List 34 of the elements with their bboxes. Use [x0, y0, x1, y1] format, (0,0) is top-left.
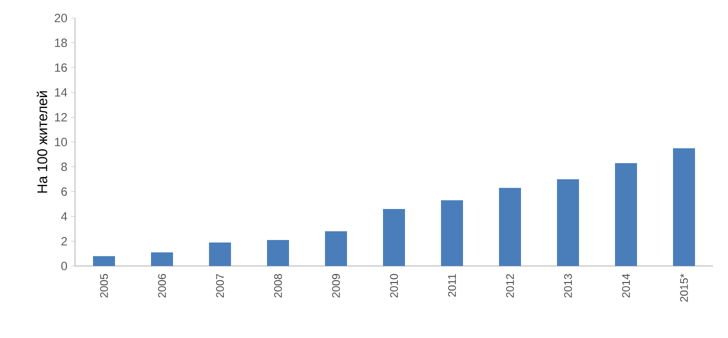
bar	[557, 179, 579, 266]
x-tick-label: 2007	[216, 274, 224, 298]
x-tick-label: 2008	[274, 274, 282, 298]
x-tick-label: 2011	[448, 274, 456, 297]
bar	[673, 148, 696, 266]
y-tick-label: 20	[54, 14, 68, 22]
x-tick-label: 2005	[100, 274, 108, 298]
y-tick-label: 10	[55, 138, 68, 146]
y-tick-label: 8	[61, 162, 67, 172]
y-axis-title: На 100 жителей	[36, 91, 48, 193]
bar	[441, 200, 463, 266]
y-tick-label: 6	[61, 187, 67, 196]
bar	[499, 188, 522, 266]
x-tick-label: 2006	[158, 274, 166, 298]
x-tick-label: 2009	[332, 274, 340, 298]
x-tick-label: 2010	[390, 274, 398, 298]
bar	[93, 256, 115, 266]
y-tick-label: 2	[61, 237, 67, 246]
bar	[615, 163, 638, 266]
y-tick-label: 12	[55, 113, 67, 122]
y-tick-label: 16	[55, 63, 67, 72]
bar	[325, 231, 348, 266]
bar	[151, 252, 174, 266]
bar	[383, 208, 405, 266]
y-tick-label: 14	[55, 88, 68, 97]
y-tick-label: 4	[61, 212, 68, 221]
x-tick-label: 2014	[622, 274, 630, 298]
y-tick-label: 0	[61, 262, 68, 270]
bar	[267, 240, 289, 266]
bar	[209, 242, 231, 266]
y-tick-label: 18	[55, 38, 67, 48]
x-tick-label: 2015*	[680, 274, 688, 302]
x-tick-label: 2012	[506, 274, 514, 298]
x-tick-label: 2013	[564, 274, 572, 298]
